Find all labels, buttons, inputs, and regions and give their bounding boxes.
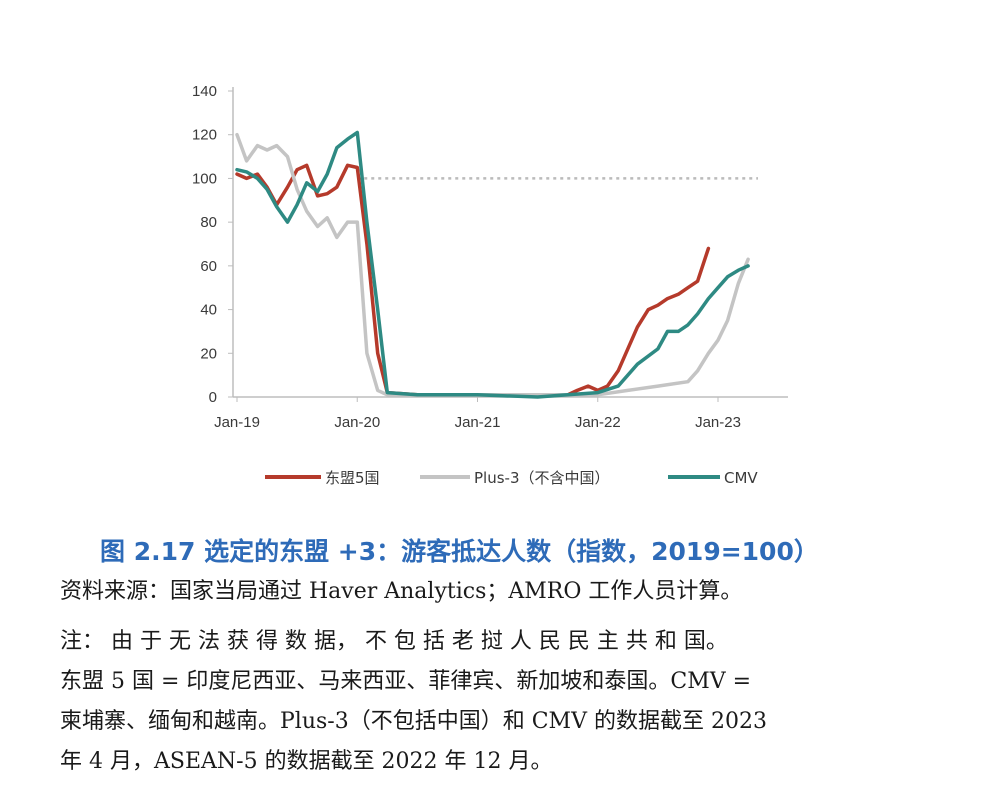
y-tick-label: 0 bbox=[209, 389, 217, 406]
line-chart: 0 20 40 60 80 100 120 140 Jan-19 Jan-20 Jan-21 Jan-… bbox=[0, 0, 1006, 520]
footnote-line: 注： 由 于 无 法 获 得 数 据， 不 包 括 老 挝 人 民 民 主 共 … bbox=[60, 629, 728, 654]
y-tick-label: 60 bbox=[200, 258, 217, 275]
legend-label: CMV bbox=[724, 469, 758, 487]
series-line bbox=[235, 130, 750, 399]
source-note: 资料来源：国家当局通过 Haver Analytics；AMRO 工作人员计算。 bbox=[60, 579, 743, 604]
x-tick-label: Jan-22 bbox=[575, 414, 621, 431]
figure-caption: 图 2.17 选定的东盟 +3：游客抵达人数（指数，2019=100） bbox=[100, 537, 819, 566]
chart-background bbox=[0, 0, 1006, 520]
series-line bbox=[235, 132, 750, 397]
legend-label: 东盟5国 bbox=[325, 469, 380, 487]
legend-label: Plus-3（不含中国） bbox=[474, 469, 610, 487]
x-tick-label: Jan-21 bbox=[455, 414, 501, 431]
y-tick-label: 40 bbox=[200, 302, 217, 319]
legend: 东盟5国 Plus-3（不含中国） CMV bbox=[265, 469, 758, 487]
footnote-line: 年 4 月，ASEAN-5 的数据截至 2022 年 12 月。 bbox=[60, 749, 553, 774]
x-tick-label: Jan-20 bbox=[334, 414, 380, 431]
series-lines bbox=[235, 130, 750, 399]
x-tick-label: Jan-19 bbox=[214, 414, 260, 431]
y-tick-label: 140 bbox=[192, 83, 217, 100]
axes: 0 20 40 60 80 100 120 140 Jan-19 Jan-20 Jan-21 Jan-… bbox=[192, 83, 788, 431]
footnote-line: 东盟 5 国 = 印度尼西亚、马来西亚、菲律宾、新加坡和泰国。CMV = bbox=[60, 669, 752, 694]
y-tick-label: 20 bbox=[200, 345, 217, 362]
x-tick-label: Jan-23 bbox=[695, 414, 741, 431]
y-tick-label: 80 bbox=[200, 214, 217, 231]
y-tick-label: 100 bbox=[192, 170, 217, 187]
footnote-line: 柬埔寨、缅甸和越南。Plus-3（不包括中国）和 CMV 的数据截至 2023 bbox=[60, 709, 767, 734]
footnote: 注： 由 于 无 法 获 得 数 据， 不 包 括 老 挝 人 民 民 主 共 … bbox=[60, 622, 940, 782]
y-tick-label: 120 bbox=[192, 127, 217, 144]
